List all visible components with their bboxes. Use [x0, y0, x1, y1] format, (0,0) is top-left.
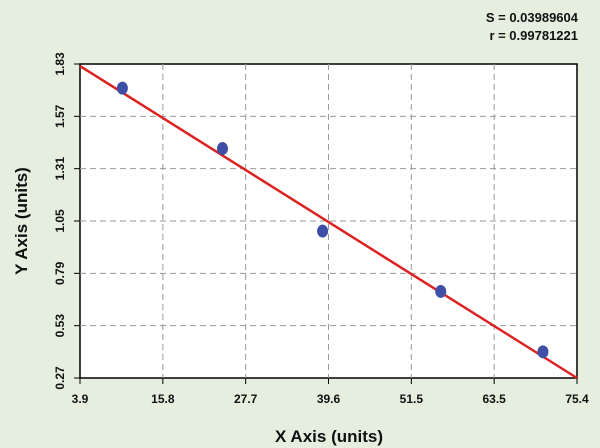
- stat-s: S = 0.03989604: [486, 10, 579, 25]
- fit-line-layer: [79, 64, 578, 380]
- fit-line: [79, 64, 578, 380]
- x-tick-label: 27.7: [234, 392, 258, 406]
- data-point: [216, 142, 228, 156]
- x-tick-label: 39.6: [317, 392, 341, 406]
- x-tick-label: 63.5: [482, 392, 506, 406]
- x-tick-label: 75.4: [565, 392, 589, 406]
- data-point: [537, 345, 549, 359]
- x-tick-label: 51.5: [400, 392, 424, 406]
- data-point: [435, 284, 447, 298]
- y-tick-label: 0.27: [53, 366, 67, 390]
- y-tick-label: 0.79: [53, 261, 67, 285]
- y-tick-label: 0.53: [53, 314, 67, 338]
- data-point: [116, 81, 128, 95]
- data-points: [116, 81, 549, 359]
- y-tick-label: 1.05: [53, 209, 67, 233]
- data-point: [317, 224, 329, 238]
- x-tick-label: 15.8: [151, 392, 175, 406]
- y-tick-label: 1.31: [53, 157, 67, 181]
- x-tick-label: 3.9: [72, 392, 89, 406]
- y-tick-label: 1.57: [53, 104, 67, 128]
- y-axis-label: Y Axis (units): [12, 167, 31, 275]
- grid: [80, 64, 577, 378]
- y-tick-label: 1.83: [53, 52, 67, 76]
- stat-r: r = 0.99781221: [489, 28, 578, 43]
- x-axis-label: X Axis (units): [275, 427, 383, 446]
- ticks: 3.9 15.8 27.7 39.6 51.5 63.5 75.4 0.27 0.53 0.79 1…: [53, 52, 589, 406]
